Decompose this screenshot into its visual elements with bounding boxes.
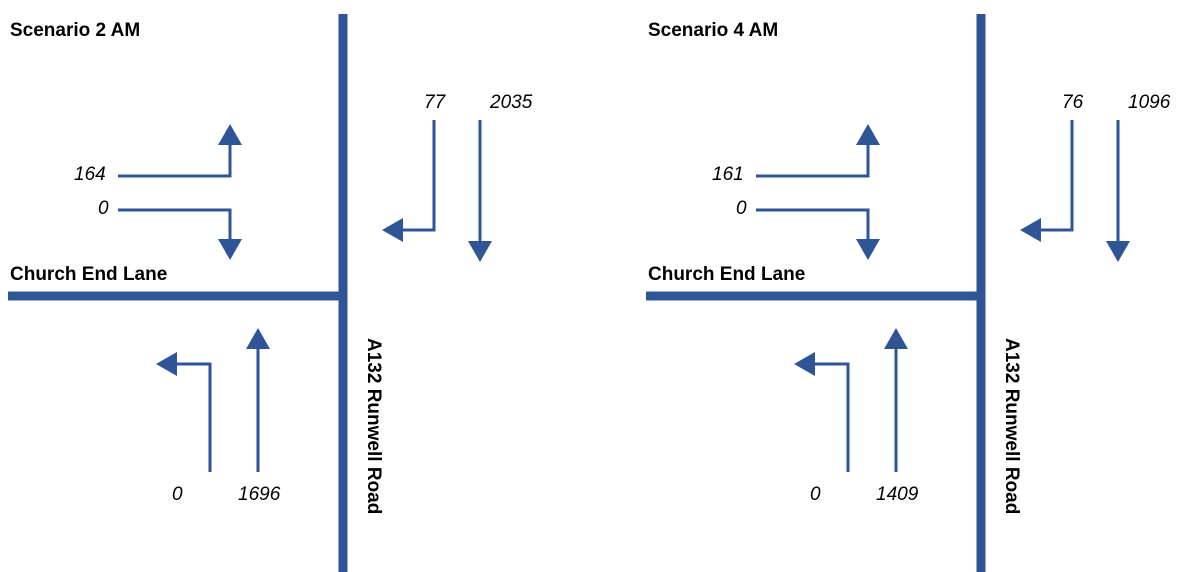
main-road-label: A132 Runwell Road xyxy=(363,338,384,515)
side-right-turn-arrow xyxy=(118,208,242,260)
side-left-turn-arrow xyxy=(756,124,880,178)
south-left-turn-arrow xyxy=(794,352,850,472)
scenario-title: Scenario 2 AM xyxy=(10,20,141,41)
junction-diagram xyxy=(646,14,1130,572)
scenario-title: Scenario 4 AM xyxy=(648,20,779,41)
scenario-panel-2: Scenario 4 AM Church End Lane A132 Runwe… xyxy=(638,0,1184,572)
side-left-turn-arrow xyxy=(118,124,242,178)
north-right-turn-arrow xyxy=(1020,120,1074,242)
side-road-label: Church End Lane xyxy=(10,264,168,285)
flow-south-left-turn: 0 xyxy=(810,484,821,505)
junction-diagram xyxy=(8,14,492,572)
flow-north-right-turn: 76 xyxy=(1062,92,1084,113)
north-right-turn-arrow xyxy=(382,120,436,242)
flow-south-ahead: 1696 xyxy=(238,484,281,505)
flow-north-ahead: 2035 xyxy=(490,92,533,113)
side-right-turn-arrow xyxy=(756,208,880,260)
south-left-turn-arrow xyxy=(156,352,212,472)
flow-north-ahead: 1096 xyxy=(1128,92,1171,113)
flow-north-right-turn: 77 xyxy=(424,92,446,113)
flow-side-right-turn: 0 xyxy=(98,198,109,219)
flow-side-left-turn: 164 xyxy=(74,164,106,185)
flow-south-ahead: 1409 xyxy=(876,484,919,505)
flow-south-left-turn: 0 xyxy=(172,484,183,505)
side-road-label: Church End Lane xyxy=(648,264,806,285)
scenario-panel-1: Scenario 2 AM Church End Lane A132 Runwe… xyxy=(8,14,533,572)
flow-side-left-turn: 161 xyxy=(712,164,744,185)
flow-side-right-turn: 0 xyxy=(736,198,747,219)
main-road-label: A132 Runwell Road xyxy=(1001,338,1022,515)
